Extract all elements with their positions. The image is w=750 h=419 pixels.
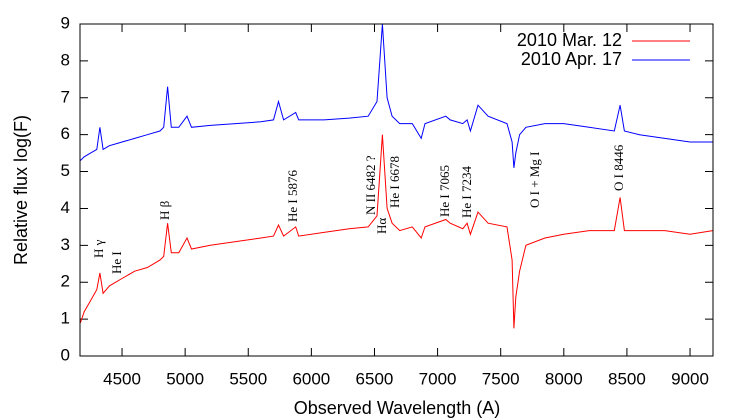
legend-label: 2010 Mar. 12 [517,30,622,50]
y-tick-label: 3 [61,235,70,254]
y-axis-label: Relative flux log(F) [11,115,31,265]
x-tick-label: 8000 [545,369,583,388]
y-tick-label: 6 [61,124,70,143]
x-tick-label: 7000 [419,369,457,388]
y-tick-label: 0 [61,345,70,364]
x-tick-label: 6000 [292,369,330,388]
annotation: He I [109,251,124,274]
plot-frame [79,23,714,357]
x-tick-label: 7500 [482,369,520,388]
y-tick-label: 7 [61,87,70,106]
x-tick-label: 5000 [166,369,204,388]
annotation: He I 6678 [387,156,402,208]
x-tick-label: 4500 [103,369,141,388]
x-tick-label: 6500 [356,369,394,388]
x-tick-label: 5500 [229,369,267,388]
y-tick-label: 8 [61,50,70,69]
y-tick-label: 2 [61,272,70,291]
y-tick-label: 9 [61,13,70,32]
y-tick-label: 4 [61,198,70,217]
x-tick-label: 8500 [608,369,646,388]
annotation: He I 7234 [459,166,474,218]
annotation: Hα [374,218,389,234]
annotation: H γ [91,239,106,258]
y-tick-label: 5 [61,161,70,180]
x-axis-label: Observed Wavelength (A) [294,398,500,418]
series-line [79,134,713,329]
y-tick-label: 1 [61,309,70,328]
legend-label: 2010 Apr. 17 [521,49,622,69]
series-line [80,23,713,168]
annotation: O I 8446 [611,144,626,191]
annotation: H β [157,200,172,220]
annotation: O I + Mg I [527,152,542,208]
x-tick-label: 9000 [671,369,709,388]
annotation: N II 6482 ? [363,155,378,215]
annotation: He I 7065 [437,165,452,217]
annotation: He I 5876 [285,170,300,222]
